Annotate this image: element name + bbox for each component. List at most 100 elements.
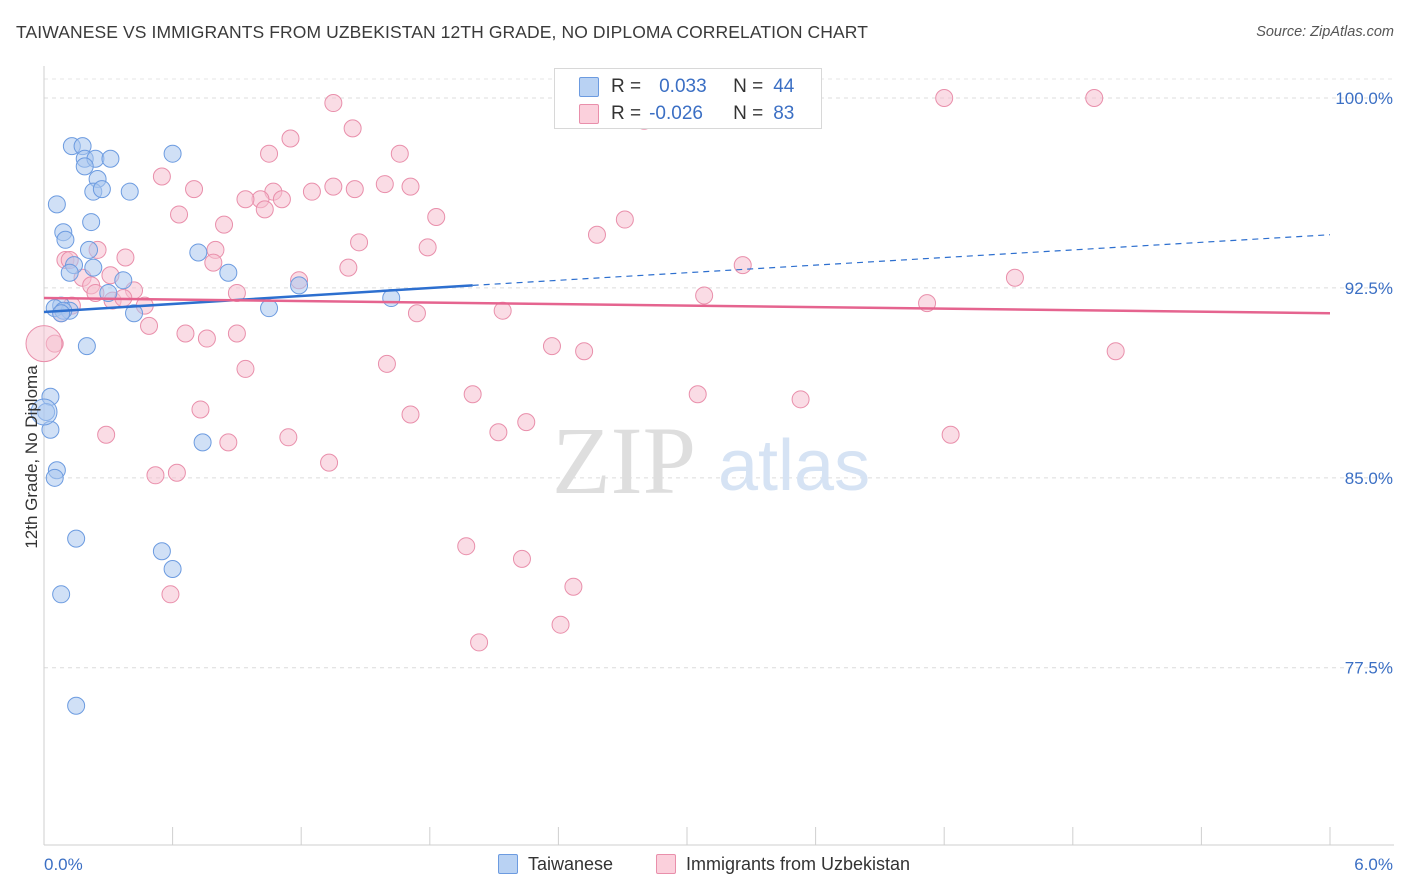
uzbekistan-point — [215, 215, 234, 234]
taiwanese-point — [101, 149, 120, 168]
taiwanese-point — [260, 299, 279, 318]
bottom-legend-swatch-pink — [656, 854, 676, 874]
legend-n-value: 44 — [773, 76, 795, 97]
legend-n-label: N = — [733, 103, 764, 124]
taiwanese-point — [163, 559, 182, 578]
taiwanese-point — [92, 180, 111, 199]
uzbekistan-point — [97, 425, 116, 444]
uzbekistan-point — [185, 180, 204, 199]
taiwanese-point — [52, 585, 71, 604]
uzbekistan-point — [281, 129, 300, 148]
taiwanese-point — [60, 263, 79, 282]
taiwanese-point — [52, 304, 71, 323]
uzbekistan-point — [493, 301, 512, 320]
uzbekistan-point — [260, 144, 279, 163]
taiwanese-point — [152, 542, 171, 561]
uzbekistan-point — [167, 463, 186, 482]
taiwanese-point — [189, 243, 208, 262]
legend-n-label: N = — [733, 76, 764, 97]
source-label: Source: ZipAtlas.com — [1256, 24, 1394, 40]
bottom-legend-swatch-blue — [498, 854, 518, 874]
tick-labels: 77.5% 85.0% 92.5% 100.0% 0.0% 6.0% — [44, 89, 1393, 874]
uzbekistan-point — [463, 385, 482, 404]
uzbekistan-point — [791, 390, 810, 409]
uzbekistan-trend-line — [43, 296, 1331, 315]
uzbekistan-point — [146, 466, 165, 485]
uzbekistan-point — [197, 329, 216, 348]
uzbekistan-point-large — [25, 325, 63, 363]
uzbekistan-point — [1005, 268, 1024, 287]
uzbekistan-point — [350, 233, 369, 252]
series-immigrants-from-uzbekistan — [25, 88, 1125, 652]
uzbekistan-point — [407, 304, 426, 323]
taiwanese-point — [47, 195, 66, 214]
uzbekistan-point — [339, 258, 358, 277]
uzbekistan-point — [140, 316, 159, 335]
uzbekistan-point — [236, 190, 255, 209]
taiwanese-point — [45, 468, 64, 487]
uzbekistan-point — [489, 423, 508, 442]
uzbekistan-point — [551, 615, 570, 634]
legend-n-value: 83 — [773, 103, 795, 124]
uzbekistan-point — [733, 256, 752, 275]
uzbekistan-point — [587, 225, 606, 244]
taiwanese-point — [290, 276, 309, 295]
uzbekistan-point — [427, 208, 446, 226]
bottom-legend-uzbekistan: Immigrants from Uzbekistan — [656, 851, 910, 877]
uzbekistan-point — [517, 413, 536, 432]
x-tick-label: 0.0% — [44, 855, 83, 874]
uzbekistan-point — [161, 585, 180, 604]
legend-swatch-blue — [579, 77, 599, 97]
legend-r-value: -0.026 — [649, 103, 703, 124]
bottom-legend-label: Taiwanese — [528, 853, 614, 874]
taiwanese-point — [80, 240, 99, 259]
taiwanese-point — [84, 258, 103, 277]
legend-row-taiwanese: R = 0.033 N = 44 — [579, 74, 794, 100]
uzbekistan-point — [343, 119, 362, 138]
y-axis-title: 12th Grade, No Diploma — [22, 365, 41, 549]
uzbekistan-point — [935, 88, 954, 107]
uzbekistan-point — [470, 633, 489, 652]
uzbekistan-point — [279, 428, 298, 447]
uzbekistan-point — [564, 577, 583, 596]
uzbekistan-point — [377, 354, 396, 373]
taiwanese-point-large — [30, 398, 58, 426]
legend-r-label: R = — [611, 76, 642, 97]
taiwanese-point — [56, 230, 75, 249]
taiwanese-point — [82, 213, 101, 232]
correlation-legend: R = 0.033 N = 44 R = -0.026 N = 83 — [554, 68, 822, 129]
uzbekistan-point — [941, 425, 960, 444]
taiwanese-point — [75, 157, 94, 176]
taiwanese-point — [67, 696, 86, 715]
taiwanese-point — [77, 337, 96, 356]
watermark-atlas: atlas — [718, 426, 870, 506]
uzbekistan-point — [688, 385, 707, 404]
uzbekistan-point — [320, 453, 339, 472]
uzbekistan-point — [345, 180, 364, 199]
taiwanese-point — [125, 304, 144, 323]
uzbekistan-point — [542, 337, 561, 356]
taiwanese-point — [67, 529, 86, 548]
legend-r-label: R = — [611, 103, 642, 124]
uzbekistan-point — [324, 94, 343, 113]
trend-lines — [43, 234, 1331, 315]
uzbekistan-point — [1085, 88, 1104, 107]
axes — [43, 66, 1394, 846]
y-tick-label: 77.5% — [1345, 659, 1393, 678]
taiwanese-point — [219, 263, 238, 282]
taiwanese-point — [99, 283, 118, 302]
uzbekistan-point — [219, 433, 238, 452]
uzbekistan-point — [615, 210, 634, 229]
taiwanese-point — [120, 182, 139, 201]
uzbekistan-point — [695, 286, 714, 305]
legend-r-value: 0.033 — [659, 76, 707, 97]
uzbekistan-point — [512, 549, 531, 568]
watermark: ZIP atlas — [552, 407, 870, 514]
y-tick-label: 85.0% — [1345, 469, 1393, 488]
bottom-legend-label: Immigrants from Uzbekistan — [686, 853, 911, 874]
uzbekistan-point — [272, 190, 291, 209]
taiwanese-point — [193, 433, 212, 452]
uzbekistan-point — [191, 400, 210, 419]
uzbekistan-point — [575, 342, 594, 361]
